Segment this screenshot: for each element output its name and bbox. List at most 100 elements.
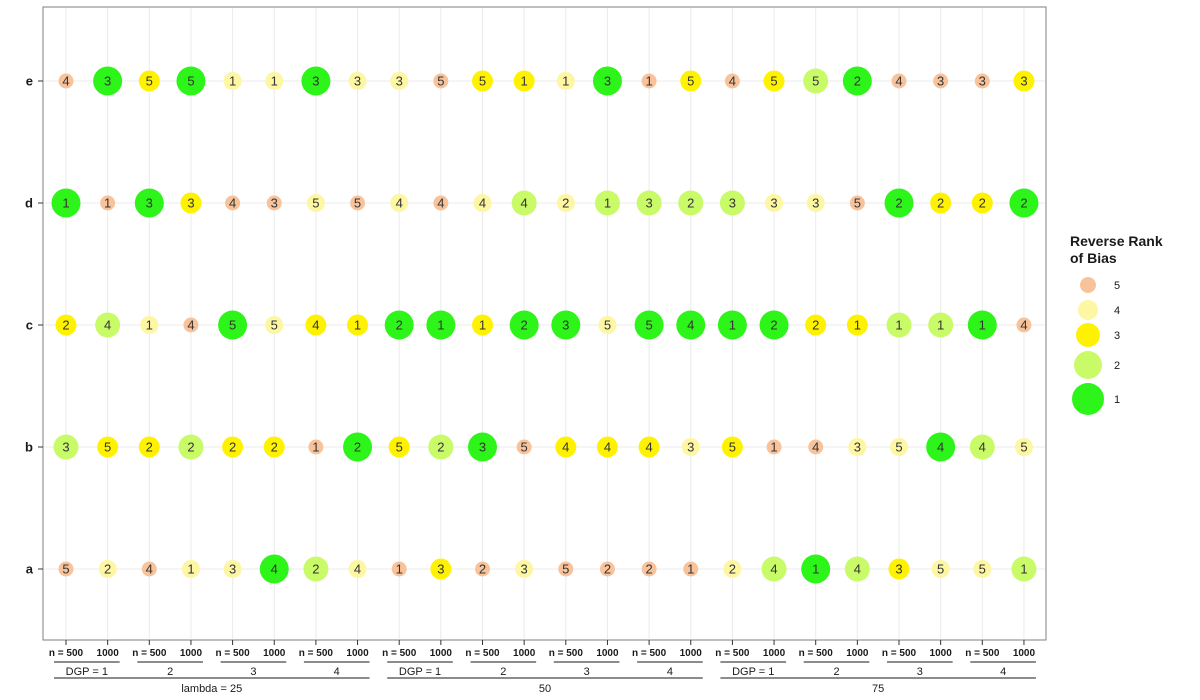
data-point <box>390 72 409 90</box>
data-label: 4 <box>271 562 278 577</box>
data-label: 1 <box>521 74 528 89</box>
data-point <box>305 314 327 336</box>
data-label: 3 <box>729 196 736 211</box>
data-point <box>555 436 577 458</box>
x-tick-label: n = 500 <box>632 648 667 659</box>
data-label: 3 <box>229 562 236 577</box>
data-point <box>141 561 157 577</box>
dgp-group-label: DGP = 1 <box>732 666 774 678</box>
data-label: 1 <box>396 562 403 577</box>
data-label: 2 <box>396 318 403 333</box>
data-label: 1 <box>812 562 819 577</box>
data-label: 1 <box>437 318 444 333</box>
x-tick-label: 1000 <box>513 648 536 659</box>
data-label: 5 <box>979 562 986 577</box>
data-point <box>218 310 248 340</box>
data-label: 2 <box>729 562 736 577</box>
data-point <box>803 68 829 94</box>
data-point <box>974 73 990 89</box>
data-point <box>721 436 743 458</box>
data-label: 1 <box>312 440 319 455</box>
data-label: 3 <box>146 196 153 211</box>
data-point <box>1014 438 1033 456</box>
data-point <box>303 556 329 582</box>
data-label: 2 <box>479 562 486 577</box>
data-label: 3 <box>895 562 902 577</box>
data-label: 4 <box>1020 318 1027 333</box>
data-label: 2 <box>437 440 444 455</box>
data-point <box>848 438 867 456</box>
lambda-group-label: 75 <box>872 683 884 695</box>
data-point <box>301 66 331 96</box>
data-label: 5 <box>312 196 319 211</box>
data-point <box>266 195 282 211</box>
data-point <box>98 560 117 578</box>
y-tick-label: b <box>25 440 33 455</box>
data-label: 2 <box>104 562 111 577</box>
data-point <box>763 70 785 92</box>
data-label: 3 <box>604 74 611 89</box>
legend-label: 1 <box>1114 394 1120 406</box>
data-label: 1 <box>854 318 861 333</box>
data-label: 3 <box>645 196 652 211</box>
data-points: 5 2 4 1 3 4 2 4 1 3 2 3 5 2 2 1 2 4 1 4 3 5 5 1 3 5 2 2 2 2 1 2 5 2 3 5 4 4 4 3… <box>51 66 1039 584</box>
dgp-group-label: 2 <box>500 666 506 678</box>
data-point <box>928 312 954 338</box>
data-point <box>347 314 369 336</box>
legend-title-line2: of Bias <box>1070 250 1117 266</box>
legend-label: 4 <box>1114 305 1120 317</box>
data-label: 1 <box>104 196 111 211</box>
x-tick-label: 1000 <box>680 648 703 659</box>
data-point <box>641 73 657 89</box>
data-label: 1 <box>354 318 361 333</box>
data-label: 3 <box>479 440 486 455</box>
data-point <box>58 561 74 577</box>
data-point <box>468 432 497 462</box>
data-label: 1 <box>604 196 611 211</box>
data-label: 5 <box>521 440 528 455</box>
x-tick-label: n = 500 <box>382 648 417 659</box>
data-label: 3 <box>187 196 194 211</box>
data-label: 3 <box>770 196 777 211</box>
data-point <box>388 436 410 458</box>
data-label: 1 <box>479 318 486 333</box>
data-point <box>806 194 825 212</box>
data-point <box>759 310 789 340</box>
x-tick-label: n = 500 <box>549 648 584 659</box>
x-tick-label: 1000 <box>180 648 203 659</box>
data-point <box>511 190 537 216</box>
data-point <box>265 316 284 334</box>
data-point <box>683 561 699 577</box>
data-label: 5 <box>1020 440 1027 455</box>
data-point <box>178 434 204 460</box>
data-label: 3 <box>62 440 69 455</box>
data-point <box>93 66 123 96</box>
data-label: 5 <box>729 440 736 455</box>
data-label: 4 <box>437 196 444 211</box>
data-label: 5 <box>396 440 403 455</box>
data-label: 3 <box>521 562 528 577</box>
dgp-group-label: 2 <box>167 666 173 678</box>
data-point <box>596 436 618 458</box>
data-label: 4 <box>396 196 403 211</box>
x-tick-label: 1000 <box>596 648 619 659</box>
data-point <box>717 310 747 340</box>
legend-key <box>1080 277 1096 293</box>
data-point <box>222 436 244 458</box>
data-point <box>930 192 952 214</box>
data-label: 5 <box>604 318 611 333</box>
data-point <box>140 316 159 334</box>
data-point <box>973 560 992 578</box>
dgp-group-label: 3 <box>917 666 923 678</box>
data-point <box>1016 317 1032 333</box>
data-point <box>308 439 324 455</box>
data-label: 5 <box>146 74 153 89</box>
data-label: 2 <box>562 196 569 211</box>
data-label: 5 <box>479 74 486 89</box>
data-label: 2 <box>687 196 694 211</box>
data-point <box>969 434 995 460</box>
legend-label: 5 <box>1114 280 1120 292</box>
data-point <box>558 561 574 577</box>
lambda-group-label: 50 <box>539 683 551 695</box>
data-point <box>933 73 949 89</box>
